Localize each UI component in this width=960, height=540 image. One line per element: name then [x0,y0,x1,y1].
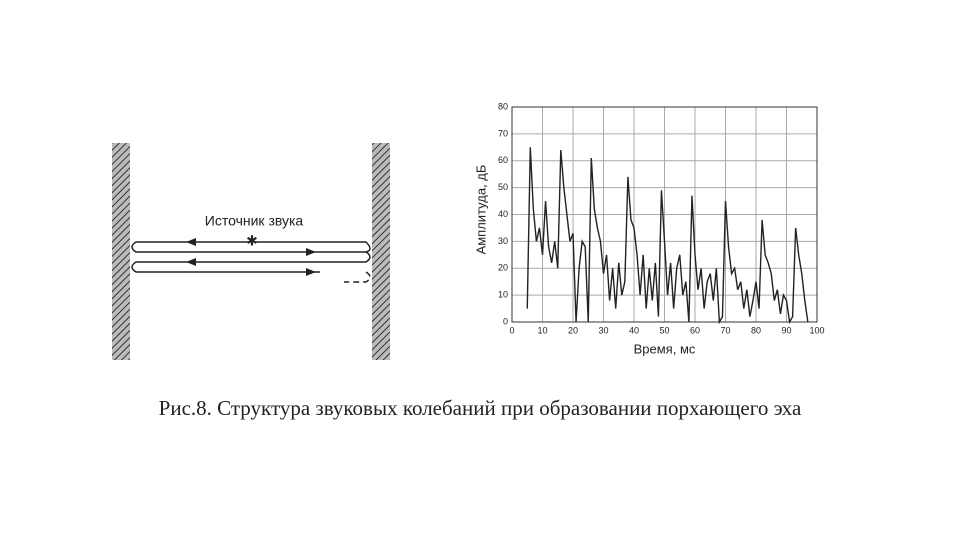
x-tick-label: 0 [509,325,514,335]
x-tick-label: 20 [568,325,578,335]
arrows [186,238,316,276]
y-tick-label: 40 [498,209,508,219]
line-series [526,147,809,325]
sound-rays [131,241,371,283]
y-tick-label: 70 [498,128,508,138]
y-tick-label: 50 [498,182,508,192]
y-axis-label: Амплитуда, дБ [473,165,488,255]
x-tick-label: 90 [781,325,791,335]
y-tick-label: 80 [498,101,508,111]
source-marker: ✱ [246,233,258,249]
diagram: ✱ Источник звука [112,143,390,360]
caption: Рис.8. Структура звуковых колебаний при … [159,396,802,420]
x-tick-label: 80 [751,325,761,335]
y-tick-label: 60 [498,155,508,165]
x-tick-label: 70 [720,325,730,335]
y-tick-label: 20 [498,263,508,273]
x-tick-label: 10 [537,325,547,335]
x-tick-label: 40 [629,325,639,335]
y-tick-label: 10 [498,290,508,300]
left-wall [112,143,130,360]
y-tick-label: 0 [503,316,508,326]
right-wall [372,143,390,360]
x-tick-label: 60 [690,325,700,335]
source-label: Источник звука [205,213,304,229]
x-tick-label: 30 [598,325,608,335]
chart: 0 10 20 30 40 50 60 70 80 0 10 20 30 40 50 60 70 80 90 100 В… [473,101,824,356]
y-tick-label: 30 [498,236,508,246]
plot-frame [511,106,818,323]
x-tick-label: 100 [809,325,824,335]
x-tick-label: 50 [659,325,669,335]
x-axis-label: Время, мс [634,341,696,356]
